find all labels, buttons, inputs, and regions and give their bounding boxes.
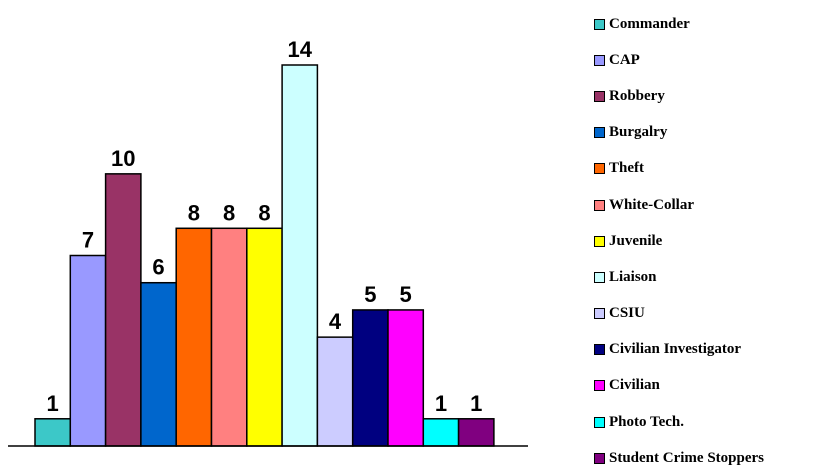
legend-swatch	[594, 380, 605, 392]
legend-item: Commander	[594, 6, 764, 42]
bar-theft	[175, 227, 213, 447]
legend-label: Photo Tech.	[609, 413, 685, 430]
legend-label: Liaison	[609, 268, 657, 285]
legend-item: Burgalry	[594, 115, 764, 151]
legend-swatch	[594, 127, 605, 139]
value-label: 4	[329, 309, 342, 334]
legend-label: Robbery	[609, 87, 665, 104]
legend-label: Civilian	[609, 377, 660, 394]
legend-label: CAP	[609, 51, 640, 68]
value-label: 5	[364, 282, 376, 307]
bar-liaison	[281, 64, 319, 447]
legend-swatch	[594, 452, 605, 464]
value-label: 8	[188, 200, 200, 225]
legend-item: Photo Tech.	[594, 404, 764, 440]
value-label: 8	[258, 200, 270, 225]
legend-label: Commander	[609, 15, 690, 32]
legend-swatch	[594, 163, 605, 175]
legend-swatch	[594, 90, 605, 102]
value-label: 1	[470, 391, 482, 416]
legend-swatch	[594, 271, 605, 283]
legend-swatch	[594, 308, 605, 320]
legend-label: CSIU	[609, 305, 645, 322]
legend-item: Civilian Investigator	[594, 332, 764, 368]
value-label: 1	[435, 391, 447, 416]
value-label: 6	[152, 255, 164, 280]
legend-item: Student Crime Stoppers	[594, 440, 764, 476]
bar-burgalry	[140, 281, 177, 447]
legend: Commander CAP Robbery Burgalry Theft White-Co…	[594, 6, 764, 476]
bars-group	[34, 64, 495, 447]
bar-student-crime-stoppers	[457, 418, 495, 447]
legend-item: CAP	[594, 42, 764, 78]
bar-civilian	[387, 309, 425, 447]
bar-juvenile	[246, 227, 283, 447]
legend-swatch	[594, 199, 605, 211]
legend-label: Student Crime Stoppers	[609, 449, 765, 466]
legend-label: Civilian Investigator	[609, 341, 742, 358]
legend-label: Burgalry	[609, 124, 668, 141]
value-label: 7	[82, 228, 94, 253]
legend-swatch	[594, 235, 605, 247]
legend-label: White-Collar	[609, 196, 694, 213]
value-label: 10	[111, 146, 135, 171]
bar-csiu	[316, 336, 354, 447]
value-label: 5	[400, 282, 412, 307]
legend-swatch	[594, 54, 605, 66]
legend-item: Juvenile	[594, 223, 764, 259]
legend-swatch	[594, 18, 605, 30]
legend-item: Liaison	[594, 259, 764, 295]
bar-cap	[69, 254, 107, 447]
bar-civilian-investigator	[351, 309, 389, 447]
bar-photo-tech	[422, 418, 460, 447]
legend-swatch	[594, 344, 605, 356]
bar-robbery	[104, 173, 142, 447]
bar-commander	[34, 418, 72, 447]
value-label: 8	[223, 200, 235, 225]
legend-label: Juvenile	[609, 232, 663, 249]
legend-label: Theft	[609, 160, 644, 177]
bar-white-collar	[210, 227, 248, 447]
legend-item: Robbery	[594, 78, 764, 114]
value-label: 1	[47, 391, 59, 416]
legend-item: Theft	[594, 151, 764, 187]
legend-item: Civilian	[594, 368, 764, 404]
legend-item: CSIU	[594, 296, 764, 332]
legend-swatch	[594, 416, 605, 428]
legend-item: White-Collar	[594, 187, 764, 223]
value-label: 14	[288, 37, 313, 62]
